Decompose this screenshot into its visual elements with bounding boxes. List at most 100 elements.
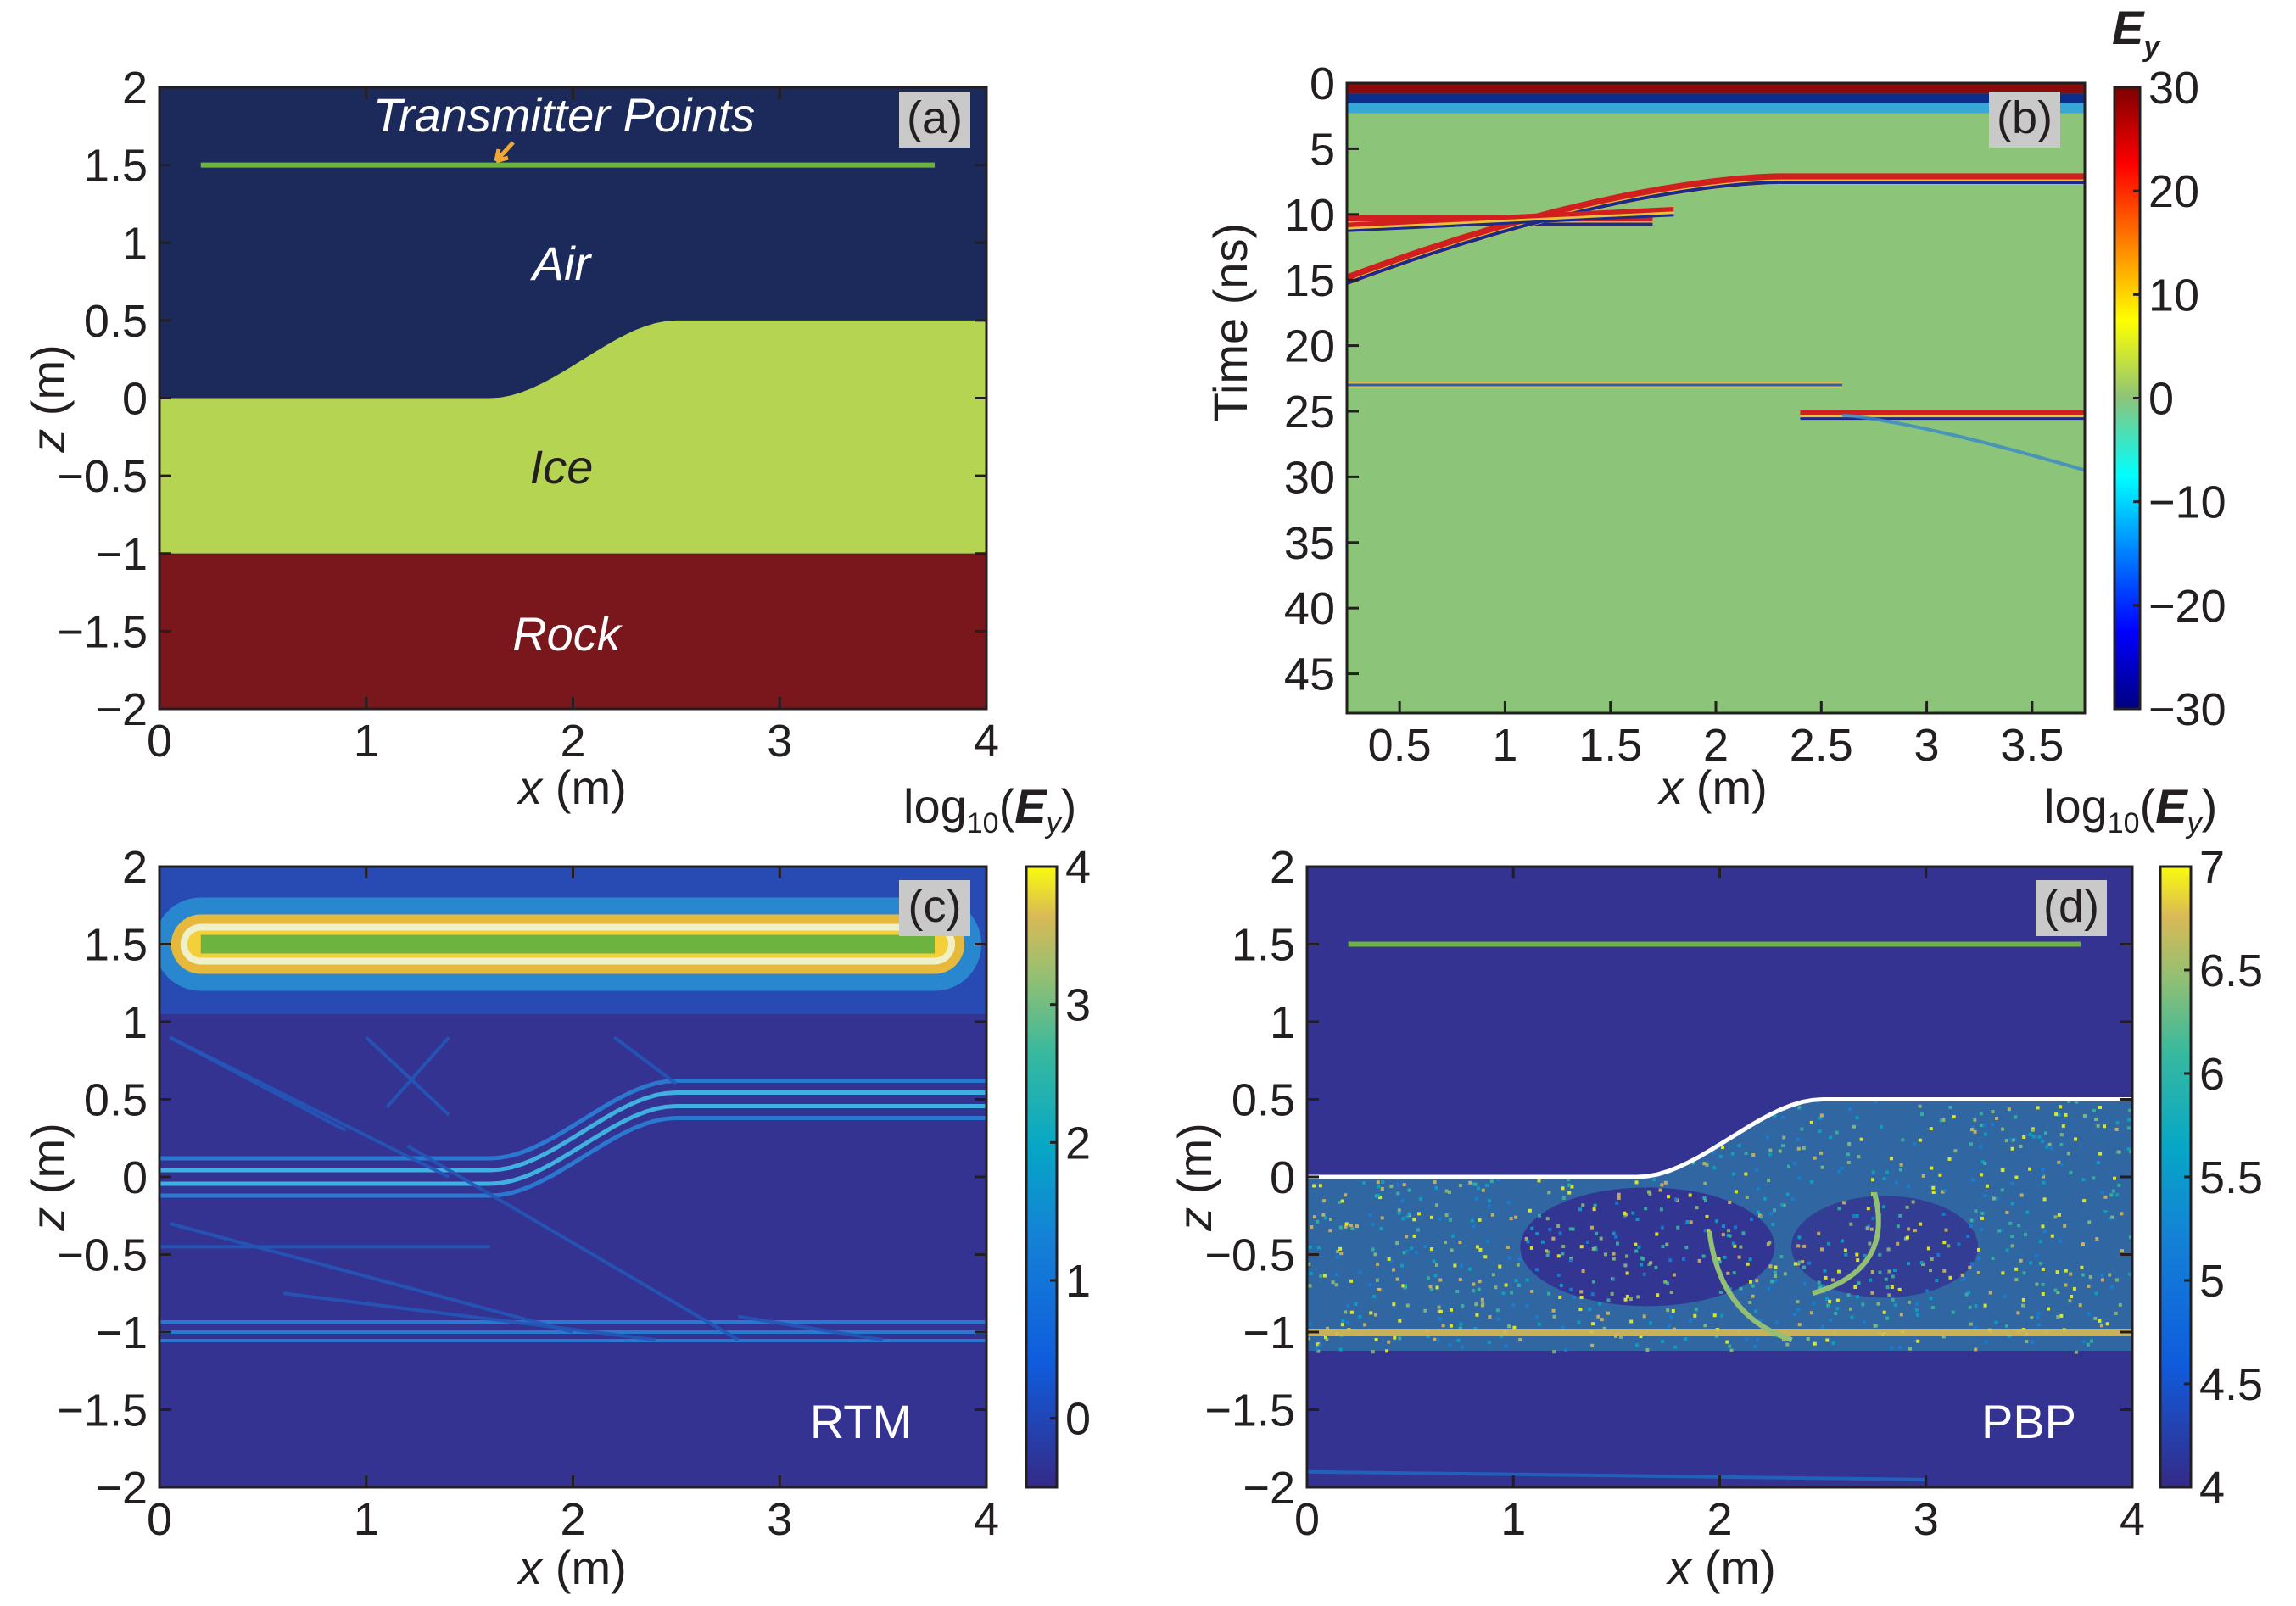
speckle: [1591, 1322, 1595, 1326]
panel-d-label: (d): [2043, 881, 2099, 932]
speckle: [1344, 1310, 1348, 1314]
speckle: [1380, 1187, 1384, 1191]
x-tick-label: 1.5: [1578, 720, 1642, 771]
speckle: [1397, 1211, 1401, 1215]
speckle: [1731, 1241, 1735, 1246]
speckle: [2008, 1137, 2013, 1141]
colorbar-tick-label: 5: [2199, 1256, 2225, 1307]
speckle: [1796, 1300, 1800, 1304]
x-tick-label: 2: [560, 1494, 585, 1545]
speckle: [2031, 1341, 2035, 1345]
speckle: [1980, 1228, 1984, 1232]
speckle: [1624, 1213, 1628, 1217]
speckle: [1334, 1273, 1338, 1276]
speckle: [1435, 1285, 1439, 1290]
ice-label: Ice: [530, 440, 594, 494]
speckle: [1393, 1336, 1397, 1340]
speckle: [1478, 1218, 1482, 1222]
speckle: [1767, 1179, 1771, 1183]
speckle: [1720, 1313, 1724, 1318]
speckle: [2075, 1100, 2079, 1104]
speckle: [1346, 1304, 1350, 1308]
speckle: [1757, 1210, 1761, 1214]
radargram-events: [1347, 83, 2085, 472]
speckle: [1898, 1346, 1902, 1350]
panel-c: 0 1 2 3 4 2 1.5 1 0.5 0 −0.5 −1 −1.5 −2 (c) RTM x (m)…: [21, 779, 1091, 1594]
speckle: [1829, 1319, 1833, 1323]
transmitter-line: [200, 934, 936, 954]
speckle: [2000, 1188, 2004, 1192]
speckle: [1392, 1302, 1396, 1307]
speckle: [1449, 1324, 1453, 1328]
speckle: [2096, 1161, 2100, 1165]
speckle: [1368, 1283, 1372, 1287]
speckle: [1821, 1324, 1825, 1329]
panel-c-label-box: [899, 880, 970, 936]
speckle: [1480, 1297, 1484, 1302]
speckle: [2105, 1322, 2109, 1326]
y-tick-label: 1: [122, 997, 148, 1048]
x-tick-label: 4: [974, 1494, 999, 1545]
speckle: [2074, 1350, 2078, 1354]
speckle: [2069, 1171, 2073, 1175]
y-tick-label: 2: [1270, 842, 1295, 893]
speckle: [1962, 1277, 1966, 1281]
speckle: [2094, 1118, 2098, 1121]
speckle: [1592, 1207, 1596, 1212]
speckle: [1876, 1302, 1880, 1306]
speckle: [1551, 1308, 1556, 1313]
speckle: [1668, 1258, 1673, 1263]
speckle: [1666, 1281, 1670, 1285]
speckle: [1733, 1244, 1737, 1248]
panel-b-ylabel: Time (ns): [1204, 223, 1257, 421]
speckle: [1528, 1208, 1532, 1213]
speckle: [1703, 1324, 1707, 1328]
speckle: [1447, 1191, 1451, 1194]
speckle: [1612, 1257, 1616, 1261]
speckle: [2035, 1282, 2039, 1286]
speckle: [2054, 1112, 2059, 1117]
speckle: [1929, 1297, 1933, 1301]
speckle: [1379, 1226, 1383, 1230]
speckle: [1602, 1326, 1606, 1330]
speckle: [1818, 1129, 1822, 1134]
speckle: [2129, 1235, 2132, 1239]
speckle: [1857, 1155, 1861, 1159]
speckle: [1396, 1183, 1400, 1187]
speckle: [2114, 1127, 2119, 1131]
speckle: [1831, 1341, 1835, 1345]
speckle: [1796, 1137, 1800, 1141]
speckle: [1868, 1241, 1872, 1246]
speckle: [1920, 1112, 1924, 1117]
speckle: [2070, 1295, 2074, 1298]
speckle: [1890, 1285, 1894, 1289]
speckle: [1663, 1280, 1668, 1284]
speckle: [1869, 1278, 1873, 1282]
diffraction-arc-left: [1707, 1230, 1793, 1343]
speckle: [1504, 1343, 1508, 1347]
speckle: [1849, 1307, 1852, 1311]
panel-a: 0 1 2 3 4 2 1.5 1 0.5 0 −0.5 −1 −1.5 −2 Transmitter P…: [21, 63, 999, 814]
speckle: [1547, 1291, 1551, 1296]
speckle: [1755, 1168, 1759, 1173]
speckle: [1438, 1317, 1443, 1321]
speckle: [1661, 1245, 1665, 1249]
panel-d-ticks: 0 1 2 3 4 2 1.5 1 0.5 0 −0.5 −1 −1.5 −2: [1204, 842, 2145, 1545]
speckle: [1374, 1338, 1378, 1341]
speckle: [1942, 1269, 1947, 1273]
speckle: [1991, 1256, 1995, 1260]
speckle: [1948, 1275, 1952, 1280]
speckle: [1506, 1245, 1510, 1249]
speckle: [1590, 1225, 1594, 1230]
y-tick-label: 2: [122, 63, 148, 114]
pbp-method-label: PBP: [1981, 1395, 2076, 1448]
speckle: [1907, 1300, 1911, 1304]
speckle: [1354, 1302, 1358, 1306]
speckle: [1971, 1178, 1975, 1182]
speckle: [1778, 1149, 1782, 1153]
speckle: [1504, 1283, 1508, 1287]
speckle: [1685, 1220, 1690, 1224]
speckle: [2031, 1135, 2036, 1139]
speckle: [1916, 1339, 1920, 1343]
speckle: [1702, 1196, 1707, 1200]
